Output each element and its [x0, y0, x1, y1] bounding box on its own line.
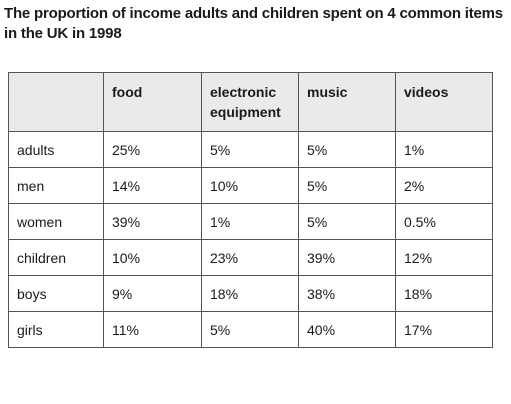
table-row-women: women 39% 1% 5% 0.5% [8, 203, 493, 240]
table-cell: 5% [298, 131, 396, 168]
table-row-girls: girls 11% 5% 40% 17% [8, 311, 493, 348]
table-body: adults 25% 5% 5% 1% men 14% 10% 5% 2% wo… [8, 131, 493, 348]
row-label: girls [8, 311, 104, 348]
row-label: children [8, 239, 104, 276]
column-header-music: music [298, 72, 396, 132]
table-row-adults: adults 25% 5% 5% 1% [8, 131, 493, 168]
table-cell: 18% [201, 275, 299, 312]
table-cell: 0.5% [395, 203, 493, 240]
table-row-men: men 14% 10% 5% 2% [8, 167, 493, 204]
header-corner-cell [8, 72, 104, 132]
table-row-boys: boys 9% 18% 38% 18% [8, 275, 493, 312]
table-cell: 5% [298, 203, 396, 240]
table-cell: 2% [395, 167, 493, 204]
column-header-electronic-equipment: electronic equipment [201, 72, 299, 132]
header-row: food electronic equipment music videos [8, 72, 493, 132]
table-cell: 10% [201, 167, 299, 204]
table-cell: 39% [103, 203, 202, 240]
row-label: boys [8, 275, 104, 312]
table-cell: 1% [395, 131, 493, 168]
table-cell: 14% [103, 167, 202, 204]
table-cell: 5% [201, 311, 299, 348]
table-cell: 11% [103, 311, 202, 348]
table-row-children: children 10% 23% 39% 12% [8, 239, 493, 276]
row-label: men [8, 167, 104, 204]
table-cell: 17% [395, 311, 493, 348]
table-cell: 9% [103, 275, 202, 312]
data-table: food electronic equipment music videos a… [8, 72, 493, 348]
table-cell: 25% [103, 131, 202, 168]
table-cell: 5% [298, 167, 396, 204]
table-cell: 40% [298, 311, 396, 348]
table-cell: 39% [298, 239, 396, 276]
table-cell: 10% [103, 239, 202, 276]
table-cell: 1% [201, 203, 299, 240]
column-header-food: food [103, 72, 202, 132]
table-cell: 23% [201, 239, 299, 276]
table-cell: 5% [201, 131, 299, 168]
table-cell: 38% [298, 275, 396, 312]
table-title: The proportion of income adults and chil… [4, 5, 503, 42]
table-cell: 18% [395, 275, 493, 312]
table-header: food electronic equipment music videos [8, 72, 493, 132]
row-label: adults [8, 131, 104, 168]
column-header-videos: videos [395, 72, 493, 132]
table-cell: 12% [395, 239, 493, 276]
row-label: women [8, 203, 104, 240]
